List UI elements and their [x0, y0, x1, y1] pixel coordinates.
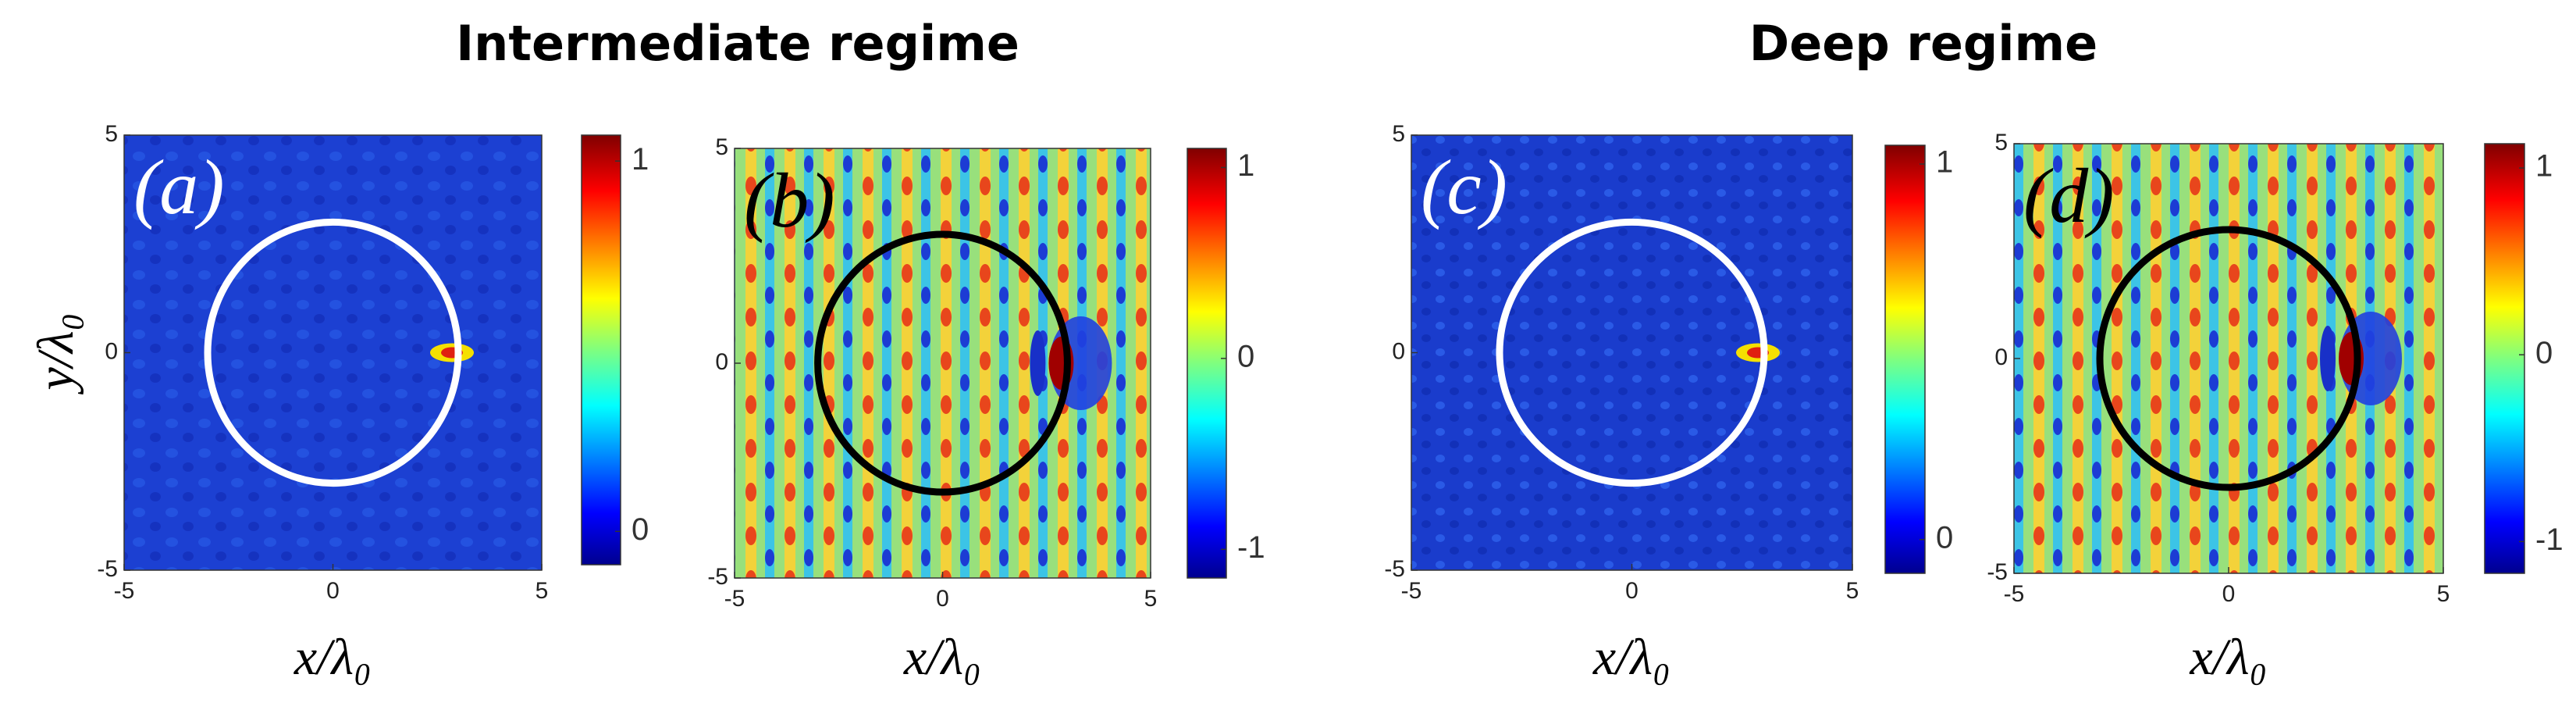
scatterer-outline [2096, 226, 2361, 491]
colorbar-tick-label: 0 [2535, 336, 2553, 370]
colorbar-tick-label: 0 [1237, 339, 1254, 373]
y-tick-label: 5 [1994, 130, 2008, 155]
colorbar-tick-label: 0 [1936, 520, 1953, 555]
colorbar-tick-label: 1 [2535, 149, 2553, 184]
scatterer-outline [814, 230, 1071, 496]
x-tick-label: -5 [1401, 578, 1422, 604]
hotspot [2320, 326, 2336, 391]
panel-label: (b) [744, 157, 835, 244]
section-title: Intermediate regime [456, 15, 1019, 72]
y-tick-label: 0 [715, 349, 728, 375]
colorbar-tick-label: -1 [1237, 530, 1265, 565]
x-tick-label: 5 [1846, 578, 1859, 604]
panel-label: (d) [2023, 152, 2115, 239]
x-tick-label: 0 [2222, 581, 2236, 607]
panel: -5 0 5 -5 0 5 x/λ₀ (c) 0 1 [1384, 121, 1953, 686]
panel: -5 0 5 -5 0 5 x/λ₀ (d) -1 0 1 [1987, 130, 2563, 686]
y-tick-label: 5 [105, 121, 118, 147]
scatterer-outline [204, 218, 462, 487]
y-axis-label: y/λ₀ [27, 312, 84, 394]
y-tick-label: 5 [1392, 121, 1405, 147]
x-tick-label: 0 [936, 586, 949, 612]
colorbar-tick-label: 1 [1237, 148, 1254, 183]
x-tick-label: -5 [114, 578, 135, 604]
y-tick-label: -5 [707, 564, 728, 590]
hotspot [1030, 330, 1046, 396]
y-tick-label: 0 [1994, 344, 2008, 370]
colorbar-tick-label: 1 [632, 142, 649, 177]
y-tick-label: -5 [97, 556, 118, 582]
x-tick-label: 5 [2437, 581, 2450, 607]
x-tick-label: 5 [535, 578, 549, 604]
x-axis-label: x/λ₀ [903, 629, 981, 686]
colorbar-tick-label: 0 [632, 512, 649, 547]
x-axis-label: x/λ₀ [1592, 629, 1670, 686]
y-tick-label: 0 [105, 338, 118, 364]
colorbar [1884, 144, 1926, 574]
x-axis-label: x/λ₀ [2189, 629, 2267, 686]
x-tick-label: 0 [1625, 578, 1638, 604]
panel-label: (a) [133, 144, 225, 230]
x-tick-label: -5 [2004, 581, 2025, 607]
x-tick-label: -5 [724, 586, 745, 612]
x-tick-label: 5 [1144, 586, 1158, 612]
x-axis-label: x/λ₀ [294, 629, 372, 686]
section-title: Deep regime [1749, 15, 2097, 72]
panel: -5 0 5 -5 0 5 x/λ₀ (a) 0 1 [97, 121, 649, 686]
y-tick-label: 0 [1392, 338, 1405, 364]
y-tick-label: -5 [1987, 559, 2008, 585]
colorbar [2484, 143, 2525, 574]
y-tick-label: 5 [715, 134, 728, 160]
panel-label: (c) [1421, 144, 1507, 230]
y-tick-label: -5 [1384, 556, 1405, 582]
colorbar [581, 134, 621, 566]
panel: -5 0 5 -5 0 5 x/λ₀ (b) -1 0 1 [707, 134, 1265, 686]
colorbar-tick-label: -1 [2535, 523, 2564, 557]
colorbar [1187, 148, 1227, 579]
x-tick-label: 0 [326, 578, 340, 604]
colorbar-tick-label: 1 [1936, 145, 1953, 180]
scatterer-outline [1496, 218, 1768, 487]
